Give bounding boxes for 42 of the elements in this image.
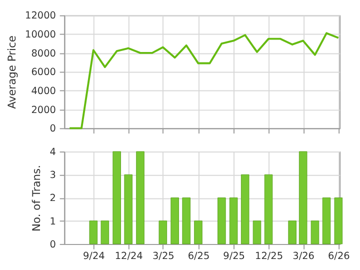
bar [124, 174, 132, 244]
bar [136, 151, 144, 244]
bar [252, 220, 262, 244]
bar [334, 198, 343, 244]
bar [310, 220, 320, 244]
bar [100, 220, 110, 244]
bar [158, 220, 168, 244]
y-axis-title: No. of Trans. [30, 164, 44, 232]
y-tick-label: 4 [50, 146, 56, 158]
y-tick-label: 10000 [25, 30, 56, 41]
x-tick-label: 12/24 [114, 251, 143, 262]
bar [298, 151, 308, 244]
bar [264, 174, 273, 244]
y-tick-label: 2 [50, 193, 56, 204]
y-tick-label: 3 [50, 170, 56, 182]
x-tick-label: 3/26 [292, 251, 314, 262]
bar [288, 220, 296, 244]
x-tick-label: 6/25 [188, 251, 210, 262]
bar [240, 174, 250, 244]
y-tick-label: 4000 [31, 86, 56, 97]
bar [218, 198, 226, 244]
bar [170, 198, 179, 244]
x-tick-label: 9/24 [82, 251, 105, 262]
x-tick-label: 9/25 [223, 251, 245, 262]
y-tick-label: 0 [50, 124, 56, 135]
y-tick-label: 12000 [25, 10, 56, 22]
bar [322, 198, 331, 244]
y-tick-label: 6000 [31, 67, 56, 78]
line-series [68, 32, 340, 130]
y-tick-label: 1 [50, 216, 56, 228]
x-tick-label: 12/25 [255, 251, 284, 262]
y-tick-label: 2000 [31, 104, 56, 116]
x-tick-label: 3/25 [152, 251, 174, 262]
bar [89, 220, 98, 244]
y-axis-title: Average Price [5, 36, 18, 109]
bar [229, 198, 238, 244]
bar [112, 151, 121, 244]
bar [182, 198, 190, 244]
y-tick-label: 0 [50, 239, 56, 250]
x-tick-label: 6/26 [328, 251, 350, 262]
bar [194, 220, 202, 244]
y-tick-label: 8000 [31, 48, 56, 60]
